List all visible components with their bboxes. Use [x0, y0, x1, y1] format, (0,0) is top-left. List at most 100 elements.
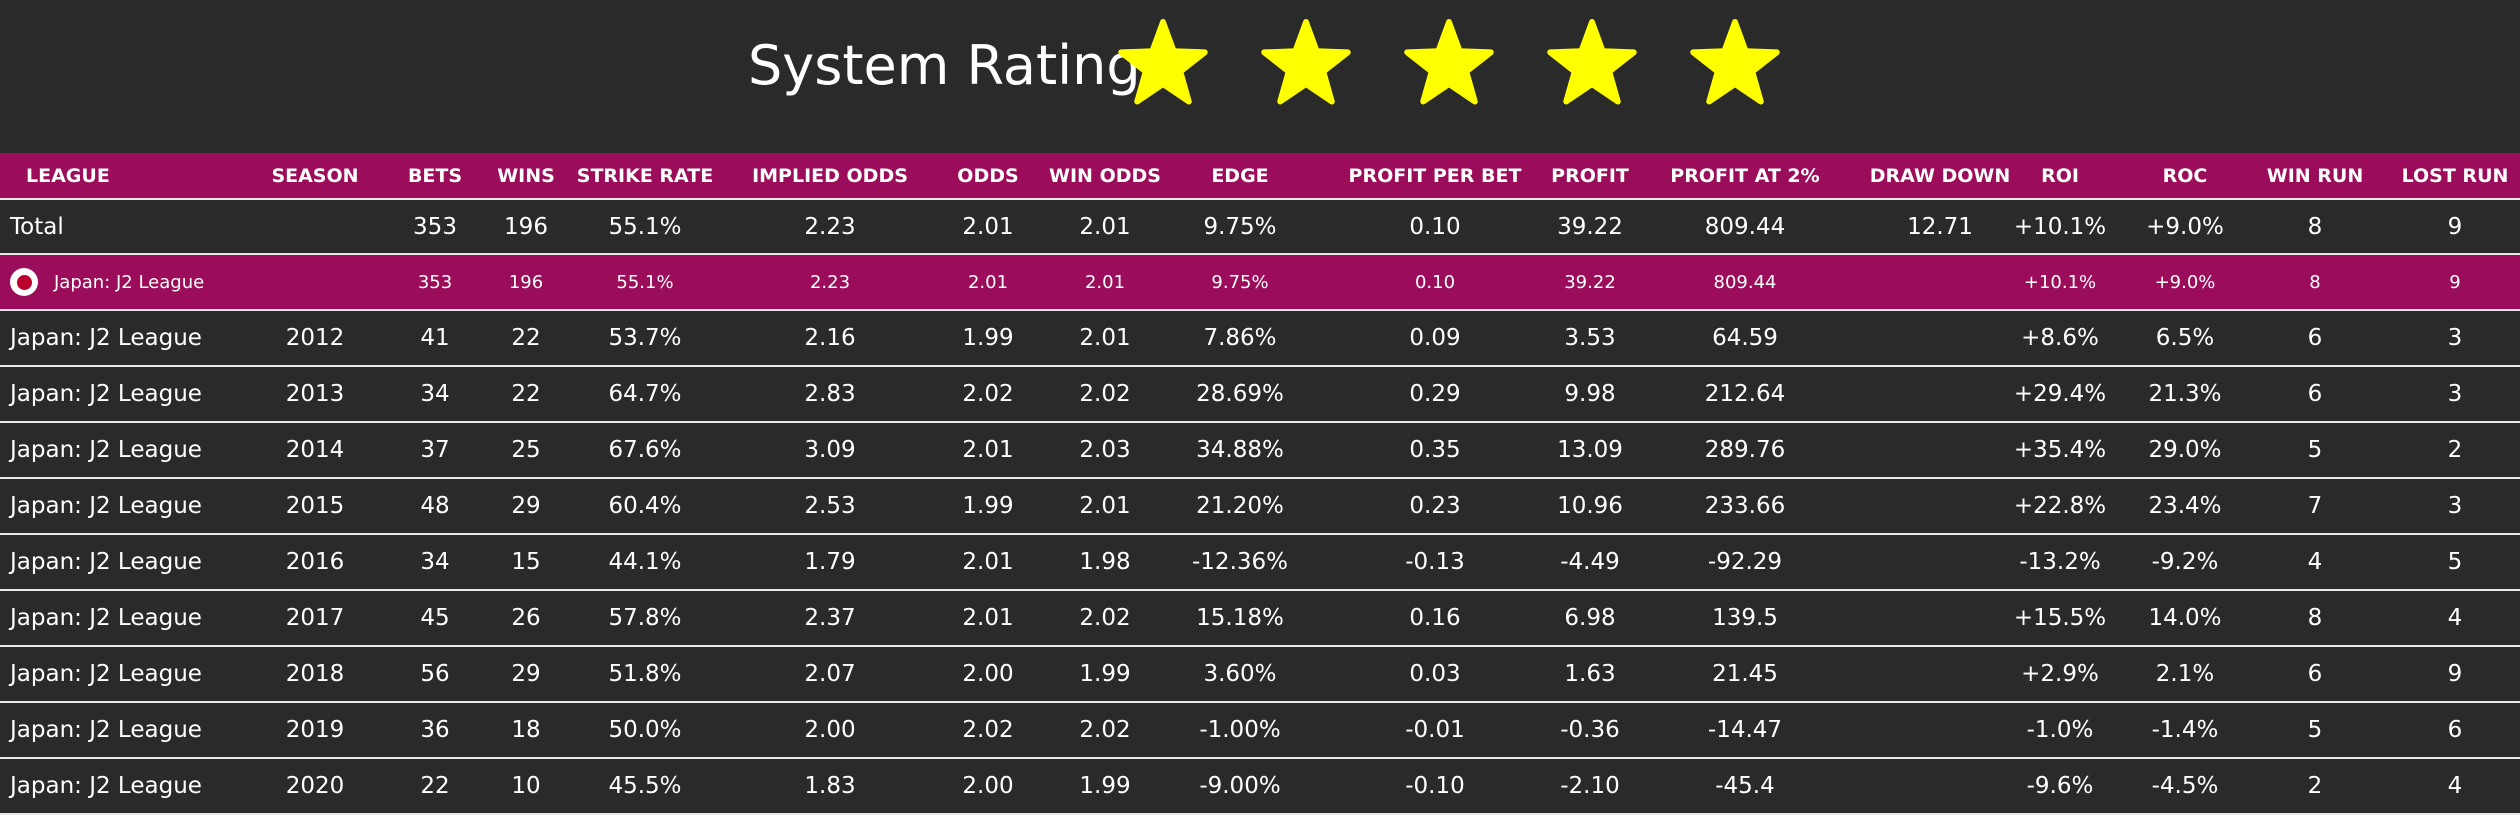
cell-odds: 2.02	[962, 381, 1014, 407]
column-header-implied-odds[interactable]: IMPLIED ODDS	[752, 164, 908, 187]
cell-win-run: 6	[2307, 661, 2323, 687]
cell-win-run: 5	[2307, 437, 2323, 463]
cell-win-run: 4	[2307, 549, 2323, 575]
cell-win-odds: 2.03	[1079, 437, 1131, 463]
cell-league: Japan: J2 League	[10, 381, 202, 407]
cell-season: 2014	[285, 437, 345, 463]
cell-profit-at-2: -14.47	[1707, 717, 1783, 743]
cell-bets: 353	[413, 213, 457, 240]
cell-odds: 2.01	[962, 605, 1014, 631]
cell-roc: +9.0%	[2146, 213, 2224, 240]
cell-profit: -0.36	[1560, 717, 1620, 743]
cell-season: 2017	[285, 605, 345, 631]
cell-profit-at-2: 64.59	[1712, 325, 1778, 351]
cell-profit: 39.22	[1557, 213, 1623, 240]
star-icon	[1547, 18, 1637, 105]
table-header-row: LEAGUE SEASON BETS WINS STRIKE RATE IMPLIED O…	[0, 153, 2520, 200]
page-title: System Rating	[748, 34, 1141, 97]
cell-wins: 25	[511, 437, 541, 463]
cell-edge: 34.88%	[1196, 437, 1284, 463]
cell-roc: -1.4%	[2151, 717, 2219, 743]
cell-league: Japan: J2 League	[10, 717, 202, 743]
cell-bets: 56	[420, 661, 450, 687]
cell-wins: 15	[511, 549, 541, 575]
column-header-edge[interactable]: EDGE	[1211, 164, 1269, 187]
cell-roi: +8.6%	[2021, 325, 2099, 351]
table-body: Japan: J2 League 2012 41 22 53.7% 2.16 1.99 2.0…	[0, 311, 2520, 815]
column-header-roi[interactable]: ROI	[2041, 164, 2079, 187]
cell-profit-per-bet: 0.10	[1409, 213, 1461, 240]
cell-profit: 10.96	[1557, 493, 1623, 519]
table-row: Japan: J2 League 2012 41 22 53.7% 2.16 1.99 2.0…	[0, 311, 2520, 367]
cell-roi: +10.1%	[2013, 213, 2107, 240]
cell-edge: -12.36%	[1192, 549, 1288, 575]
cell-lost-run: 5	[2447, 549, 2463, 575]
cell-odds: 2.02	[962, 717, 1014, 743]
table-row-league-summary[interactable]: Japan: J2 League 353 196 55.1% 2.23 2.01 2.01 9…	[0, 255, 2520, 311]
table-row: Japan: J2 League 2015 48 29 60.4% 2.53 1.99 2.0…	[0, 479, 2520, 535]
cell-lost-run: 3	[2447, 325, 2463, 351]
cell-profit: -4.49	[1560, 549, 1620, 575]
rating-header: System Rating	[0, 0, 2520, 153]
cell-profit-at-2: 809.44	[1713, 271, 1777, 293]
column-header-odds[interactable]: ODDS	[957, 164, 1019, 187]
cell-roi: -13.2%	[2019, 549, 2101, 575]
cell-lost-run: 2	[2447, 437, 2463, 463]
cell-bets: 45	[420, 605, 450, 631]
cell-lost-run: 6	[2447, 717, 2463, 743]
table-row: Japan: J2 League 2016 34 15 44.1% 1.79 2.01 1.9…	[0, 535, 2520, 591]
cell-roi: -1.0%	[2026, 717, 2094, 743]
cell-profit: 1.63	[1564, 661, 1616, 687]
cell-league: Japan: J2 League	[10, 493, 202, 519]
column-header-roc[interactable]: ROC	[2162, 164, 2208, 187]
cell-league: Japan: J2 League	[10, 549, 202, 575]
column-header-profit[interactable]: PROFIT	[1551, 164, 1629, 187]
column-header-season[interactable]: SEASON	[271, 164, 359, 187]
column-header-draw-down[interactable]: DRAW DOWN	[1869, 164, 2011, 187]
cell-profit-per-bet: -0.13	[1405, 549, 1465, 575]
cell-profit: 6.98	[1564, 605, 1616, 631]
cell-bets: 36	[420, 717, 450, 743]
cell-lost-run: 3	[2447, 493, 2463, 519]
column-header-wins[interactable]: WINS	[497, 164, 555, 187]
column-header-win-odds[interactable]: WIN ODDS	[1049, 164, 1161, 187]
cell-bets: 34	[420, 381, 450, 407]
cell-lost-run: 3	[2447, 381, 2463, 407]
table-row: Japan: J2 League 2017 45 26 57.8% 2.37 2.01 2.0…	[0, 591, 2520, 647]
column-header-profit-per-bet[interactable]: PROFIT PER BET	[1348, 164, 1522, 187]
cell-implied-odds: 1.83	[804, 773, 856, 799]
column-header-win-run[interactable]: WIN RUN	[2266, 164, 2364, 187]
cell-win-run: 6	[2307, 325, 2323, 351]
cell-win-run: 8	[2307, 213, 2323, 240]
cell-roi: +35.4%	[2013, 437, 2107, 463]
cell-win-run: 5	[2307, 717, 2323, 743]
cell-roc: 21.3%	[2148, 381, 2222, 407]
table-row-total: Total 353 196 55.1% 2.23 2.01 2.01 9.75% 0.10 39.…	[0, 200, 2520, 255]
cell-roc: 14.0%	[2148, 605, 2222, 631]
cell-season: 2013	[285, 381, 345, 407]
cell-implied-odds: 3.09	[804, 437, 856, 463]
cell-bets: 37	[420, 437, 450, 463]
column-header-lost-run[interactable]: LOST RUN	[2401, 164, 2509, 187]
cell-win-odds: 2.02	[1079, 381, 1131, 407]
column-header-league[interactable]: LEAGUE	[26, 164, 110, 187]
cell-season: 2015	[285, 493, 345, 519]
cell-profit-per-bet: 0.09	[1409, 325, 1461, 351]
cell-season: 2018	[285, 661, 345, 687]
cell-profit-at-2: 21.45	[1712, 661, 1778, 687]
column-header-strike-rate[interactable]: STRIKE RATE	[576, 164, 714, 187]
cell-edge: 28.69%	[1196, 381, 1284, 407]
cell-league: Total	[10, 213, 64, 240]
cell-roi: +2.9%	[2021, 661, 2099, 687]
cell-odds: 2.01	[962, 437, 1014, 463]
column-header-bets[interactable]: BETS	[407, 164, 463, 187]
cell-profit-per-bet: -0.10	[1405, 773, 1465, 799]
cell-wins: 29	[511, 661, 541, 687]
cell-odds: 2.00	[962, 661, 1014, 687]
cell-win-run: 8	[2307, 605, 2323, 631]
cell-strike-rate: 51.8%	[608, 661, 682, 687]
cell-profit-per-bet: 0.16	[1409, 605, 1461, 631]
column-header-profit-at-2[interactable]: PROFIT AT 2%	[1670, 164, 1820, 187]
cell-bets: 48	[420, 493, 450, 519]
cell-season	[250, 255, 380, 309]
